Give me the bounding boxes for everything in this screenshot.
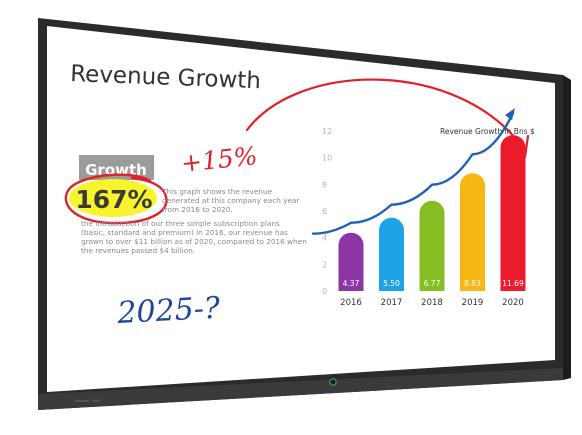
desc-line: the revenues passed $4 billion. bbox=[81, 246, 195, 255]
desc-line: the introduction of our three simple sub… bbox=[81, 219, 280, 228]
revenue-chart: Revenue Growth in Bns $ 0 2 4 6 8 10 12 4.37 5.… bbox=[311, 108, 535, 308]
trend-line bbox=[311, 108, 515, 235]
y-tick-label: 0 bbox=[322, 287, 327, 296]
trend-line-path bbox=[311, 111, 515, 235]
desc-line: This graph shows the revenue bbox=[161, 187, 273, 196]
y-tick-label: 8 bbox=[322, 180, 327, 189]
highlight-marker bbox=[69, 179, 157, 217]
port-left-2 bbox=[92, 399, 100, 402]
bars: 4.37 5.50 6.77 8.83 11.69 bbox=[338, 135, 526, 291]
bar bbox=[379, 217, 404, 291]
y-tick-label: 10 bbox=[322, 154, 332, 163]
bar bbox=[338, 232, 364, 291]
x-tick-label: 2020 bbox=[502, 298, 524, 308]
bar bbox=[460, 173, 485, 291]
y-tick-label: 12 bbox=[322, 127, 332, 136]
desc-line: from 2016 to 2020. bbox=[162, 205, 233, 214]
bar-value-label: 8.83 bbox=[464, 279, 481, 288]
chart-title: Revenue Growth in Bns $ bbox=[440, 127, 535, 136]
bar bbox=[419, 200, 445, 291]
y-tick-label: 2 bbox=[322, 260, 327, 269]
bar-value-label: 5.50 bbox=[383, 279, 400, 288]
y-tick-label: 6 bbox=[322, 207, 327, 216]
x-tick-label: 2019 bbox=[462, 298, 484, 308]
question-note: 2025-? bbox=[116, 291, 222, 331]
y-axis: 0 2 4 6 8 10 12 bbox=[322, 127, 332, 296]
bar-value-label: 4.37 bbox=[343, 279, 360, 288]
power-button[interactable] bbox=[329, 378, 337, 386]
growth-value: 167% bbox=[75, 185, 152, 214]
desc-line: generated at this company each year bbox=[162, 196, 299, 205]
red-arrow-annotation bbox=[245, 78, 525, 150]
x-tick-label: 2018 bbox=[421, 298, 443, 308]
x-tick-label: 2017 bbox=[381, 298, 403, 308]
y-tick-label: 4 bbox=[322, 234, 327, 243]
desc-line: (basic, standard and premium) in 2016, o… bbox=[81, 228, 288, 237]
trend-arrowhead bbox=[505, 108, 515, 121]
x-tick-label: 2016 bbox=[340, 298, 362, 308]
x-axis: 2016 2017 2018 2019 2020 bbox=[340, 298, 524, 308]
bar-value-label: 6.77 bbox=[424, 279, 441, 288]
bar-value-label: 11.69 bbox=[502, 279, 524, 288]
screen bbox=[47, 26, 555, 392]
display-chin bbox=[38, 368, 563, 410]
desc-line: grown to over $11 billion as of 2020, co… bbox=[81, 237, 307, 246]
bar bbox=[500, 135, 526, 291]
port-left bbox=[75, 400, 89, 402]
description: This graph shows the revenue generated a… bbox=[81, 187, 307, 255]
display-side-edge bbox=[563, 75, 571, 380]
red-circle-annotation bbox=[64, 173, 168, 225]
